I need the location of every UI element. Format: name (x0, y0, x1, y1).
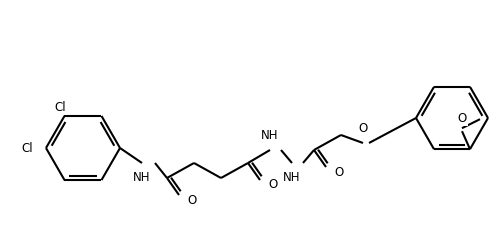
Text: NH: NH (133, 171, 151, 184)
Text: NH: NH (261, 129, 279, 142)
Text: O: O (268, 178, 277, 192)
Text: O: O (358, 122, 368, 135)
Text: NH: NH (283, 171, 301, 184)
Text: O: O (187, 194, 196, 206)
Text: O: O (457, 112, 466, 125)
Text: O: O (334, 166, 343, 178)
Text: Cl: Cl (55, 101, 66, 114)
Text: Cl: Cl (22, 142, 33, 154)
